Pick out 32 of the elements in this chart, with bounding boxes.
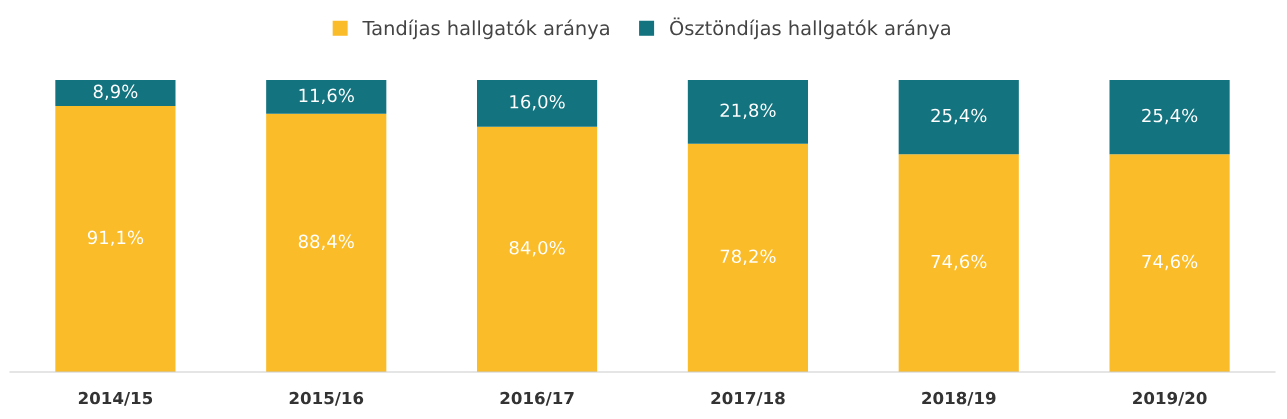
x-tick-label: 2016/17 — [500, 391, 574, 406]
data-label: 78,2% — [720, 249, 776, 265]
data-label: 88,4% — [298, 234, 354, 251]
data-label: 21,8% — [720, 103, 776, 119]
data-label: 74,6% — [931, 254, 987, 271]
data-label: 84,0% — [509, 240, 565, 257]
data-label: 25,4% — [931, 108, 987, 125]
bar — [477, 126, 598, 372]
data-label: 16,0% — [510, 94, 565, 111]
bar — [266, 113, 387, 372]
data-label: 25,4% — [1142, 108, 1198, 125]
bar — [55, 105, 176, 372]
bar — [898, 80, 1019, 155]
bar — [1109, 80, 1230, 155]
x-tick-label: 2017/18 — [711, 391, 785, 406]
bar — [687, 80, 808, 144]
x-tick-label: 2014/15 — [78, 391, 153, 406]
x-tick-label: 2015/16 — [289, 391, 364, 406]
bar — [55, 80, 176, 106]
bar — [898, 154, 1019, 372]
bar — [477, 80, 598, 127]
bar — [266, 80, 387, 114]
bar — [1109, 154, 1230, 372]
bar — [687, 143, 808, 372]
data-label: 11,6% — [299, 88, 354, 105]
x-tick-label: 2018/19 — [922, 391, 996, 406]
legend-label: Ösztöndíjas hallgatók aránya — [670, 17, 950, 40]
data-label: 8,9% — [93, 84, 138, 101]
x-tick-label: 2019/20 — [1133, 391, 1207, 406]
data-label: 74,6% — [1142, 254, 1198, 271]
legend-label: Tandíjas hallgatók aránya — [362, 19, 609, 40]
data-label: 91,1% — [87, 230, 144, 247]
